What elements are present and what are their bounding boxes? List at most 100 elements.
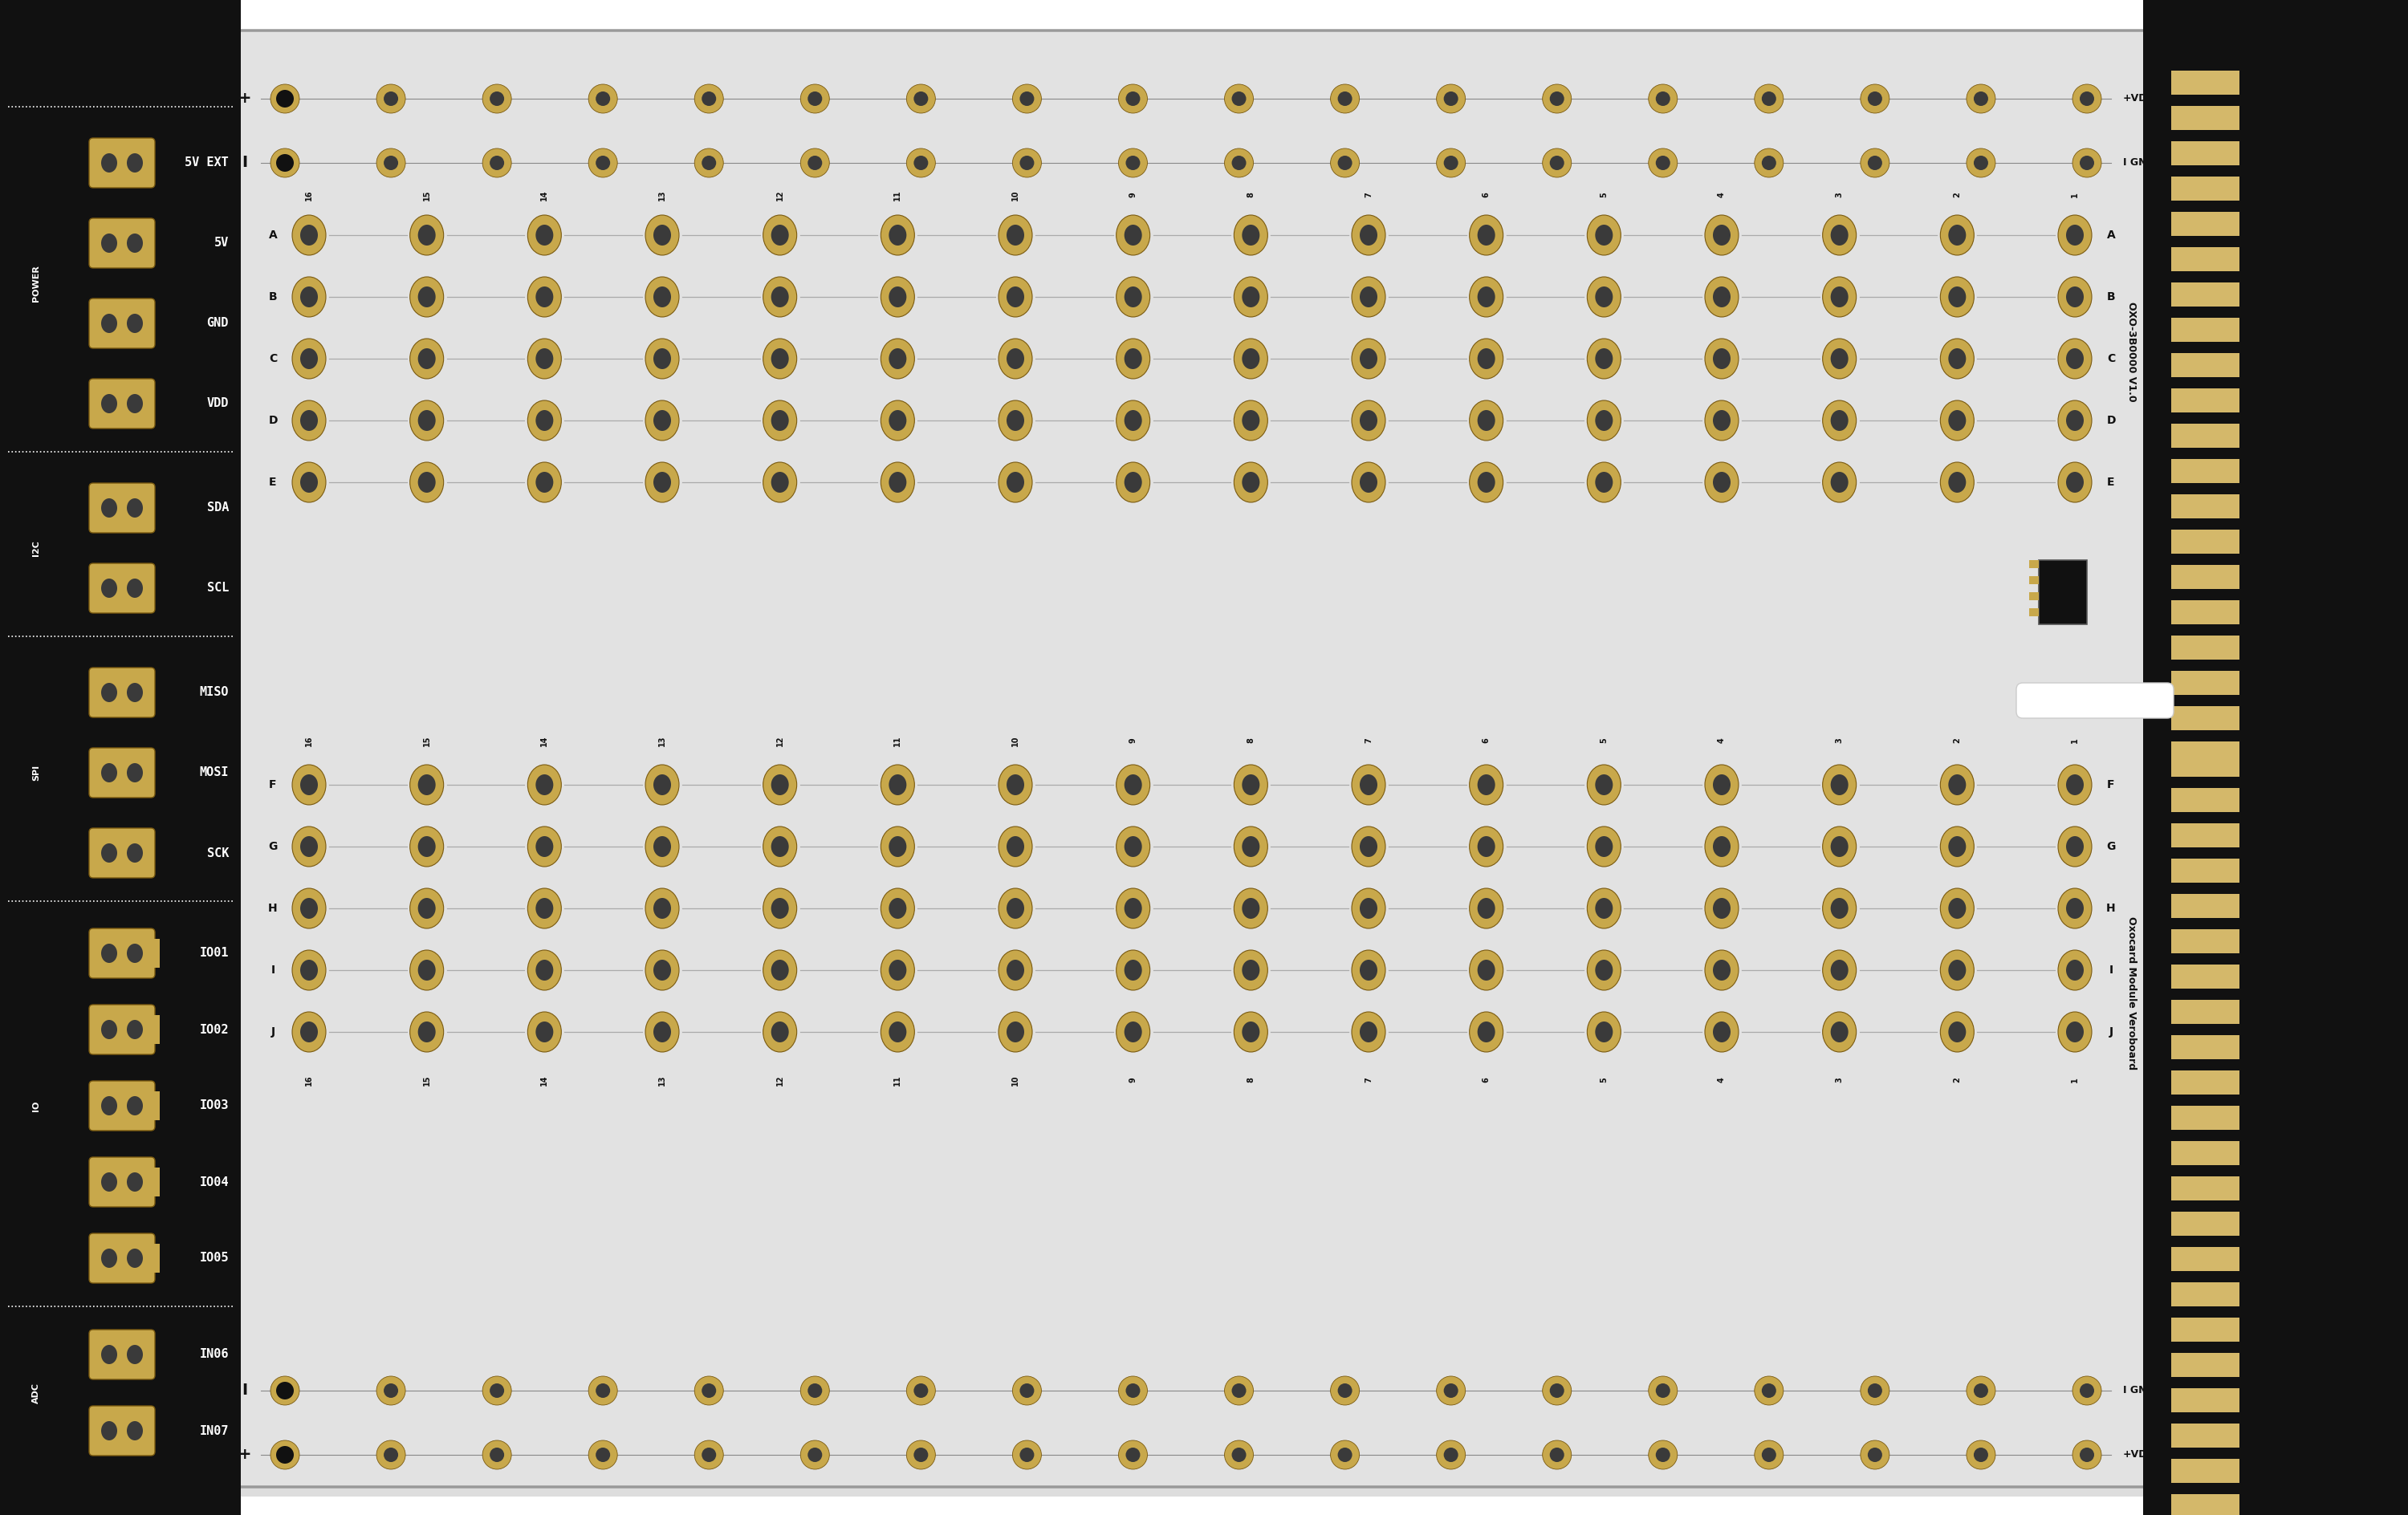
Text: SCL: SCL	[207, 582, 229, 594]
Bar	[2172, 600, 2239, 624]
FancyBboxPatch shape	[89, 564, 154, 614]
Ellipse shape	[1712, 1021, 1731, 1042]
Ellipse shape	[1233, 765, 1267, 804]
Text: I GND: I GND	[2124, 158, 2155, 168]
Ellipse shape	[527, 950, 561, 991]
Text: 2: 2	[1953, 192, 1960, 197]
Bar	[2172, 706, 2239, 730]
Ellipse shape	[2059, 215, 2093, 255]
Ellipse shape	[277, 155, 294, 171]
Bar	[2172, 71, 2239, 94]
Ellipse shape	[1948, 1021, 1965, 1042]
Ellipse shape	[1830, 471, 1849, 492]
Ellipse shape	[277, 89, 294, 108]
Ellipse shape	[1712, 348, 1731, 370]
Ellipse shape	[535, 286, 554, 308]
Ellipse shape	[2059, 950, 2093, 991]
FancyBboxPatch shape	[89, 1004, 154, 1054]
Ellipse shape	[1975, 1448, 1989, 1462]
Ellipse shape	[1007, 471, 1023, 492]
Text: 3: 3	[1835, 738, 1845, 744]
FancyBboxPatch shape	[89, 483, 154, 533]
Ellipse shape	[881, 339, 915, 379]
Ellipse shape	[1361, 411, 1377, 430]
Ellipse shape	[2073, 148, 2102, 177]
Ellipse shape	[1117, 215, 1151, 255]
Text: 5: 5	[1599, 1077, 1609, 1083]
Ellipse shape	[2081, 1383, 2095, 1398]
Ellipse shape	[1332, 148, 1361, 177]
Bar	[2172, 106, 2239, 130]
Bar	[154, 1091, 159, 1120]
Ellipse shape	[1117, 827, 1151, 867]
Ellipse shape	[1544, 85, 1572, 114]
Text: 10: 10	[1011, 1074, 1019, 1085]
Ellipse shape	[913, 1448, 927, 1462]
Ellipse shape	[913, 91, 927, 106]
Ellipse shape	[588, 148, 616, 177]
Bar	[2172, 212, 2239, 236]
Ellipse shape	[489, 91, 503, 106]
Ellipse shape	[1117, 148, 1146, 177]
Ellipse shape	[1823, 950, 1857, 991]
Ellipse shape	[653, 411, 672, 430]
Ellipse shape	[301, 411, 318, 430]
Ellipse shape	[1763, 1383, 1777, 1398]
Ellipse shape	[999, 400, 1033, 441]
Text: 13: 13	[657, 1074, 667, 1085]
Bar	[2172, 1424, 2239, 1448]
Ellipse shape	[383, 91, 397, 106]
Ellipse shape	[128, 233, 142, 253]
Ellipse shape	[1361, 286, 1377, 308]
Ellipse shape	[1975, 91, 1989, 106]
Ellipse shape	[1861, 1441, 1890, 1470]
Bar	[2172, 859, 2239, 883]
Ellipse shape	[1243, 411, 1259, 430]
Ellipse shape	[101, 314, 118, 333]
Ellipse shape	[2059, 277, 2093, 317]
Ellipse shape	[1869, 1383, 1883, 1398]
Ellipse shape	[1705, 765, 1739, 804]
Ellipse shape	[1755, 1441, 1784, 1470]
Bar	[2172, 1282, 2239, 1306]
Ellipse shape	[653, 898, 672, 918]
Ellipse shape	[701, 156, 715, 170]
Ellipse shape	[763, 339, 797, 379]
Text: 2: 2	[1953, 1077, 1960, 1083]
FancyBboxPatch shape	[89, 1406, 154, 1456]
Ellipse shape	[1351, 462, 1385, 503]
Bar	[154, 1244, 159, 1273]
Ellipse shape	[535, 836, 554, 857]
FancyBboxPatch shape	[195, 39, 2201, 1497]
Ellipse shape	[128, 844, 142, 862]
Ellipse shape	[881, 462, 915, 503]
Ellipse shape	[1948, 286, 1965, 308]
Text: C: C	[270, 353, 277, 364]
Ellipse shape	[270, 1376, 299, 1404]
Ellipse shape	[101, 579, 118, 598]
Ellipse shape	[1233, 1012, 1267, 1051]
Ellipse shape	[128, 764, 142, 782]
Text: 6: 6	[1483, 1077, 1491, 1083]
Ellipse shape	[1712, 836, 1731, 857]
Bar	[2172, 106, 2239, 130]
Ellipse shape	[881, 888, 915, 929]
Bar	[2172, 1318, 2239, 1342]
Ellipse shape	[1011, 85, 1040, 114]
Text: 15: 15	[424, 735, 431, 745]
Bar	[2172, 1071, 2239, 1094]
Ellipse shape	[889, 1021, 905, 1042]
Ellipse shape	[763, 888, 797, 929]
Ellipse shape	[1587, 400, 1621, 441]
Text: 1: 1	[2071, 192, 2078, 197]
Ellipse shape	[1587, 827, 1621, 867]
Text: I: I	[241, 1383, 248, 1398]
Ellipse shape	[771, 348, 790, 370]
Ellipse shape	[1941, 339, 1975, 379]
Text: 5V EXT: 5V EXT	[185, 158, 229, 168]
Ellipse shape	[889, 224, 905, 245]
Text: D: D	[267, 415, 277, 426]
Ellipse shape	[383, 156, 397, 170]
Ellipse shape	[1339, 91, 1353, 106]
Text: IO02: IO02	[200, 1024, 229, 1036]
